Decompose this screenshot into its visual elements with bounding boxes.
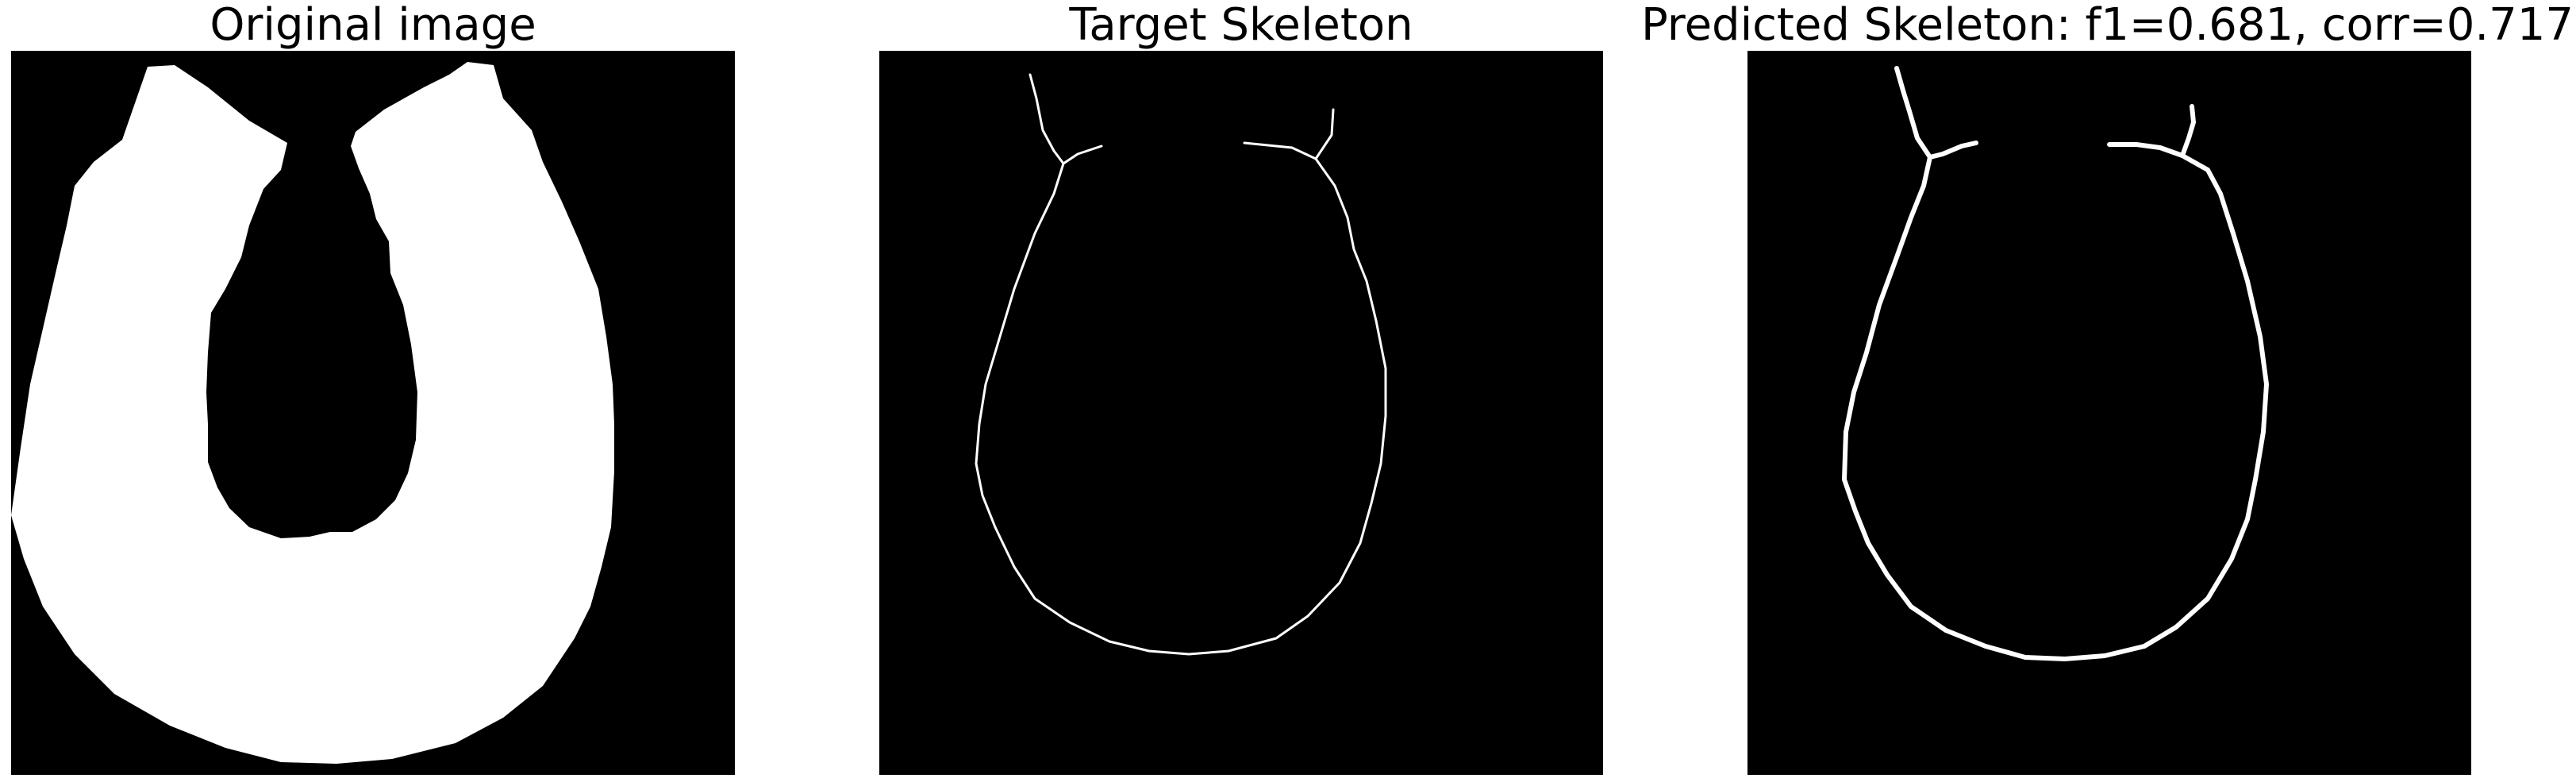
predicted-skeleton-image (1747, 51, 2471, 775)
predicted-skeleton-title: Predicted Skeleton: f1=0.681, corr=0.717 (1641, 0, 2574, 51)
original-image-title: Original image (210, 0, 536, 51)
original-image-shape (11, 51, 735, 775)
target-skeleton-shape (879, 51, 1603, 775)
target-skeleton-image (879, 51, 1603, 775)
original-image (11, 51, 735, 775)
predicted-skeleton-shape (1747, 51, 2471, 775)
target-skeleton-title: Target Skeleton (1069, 0, 1413, 51)
